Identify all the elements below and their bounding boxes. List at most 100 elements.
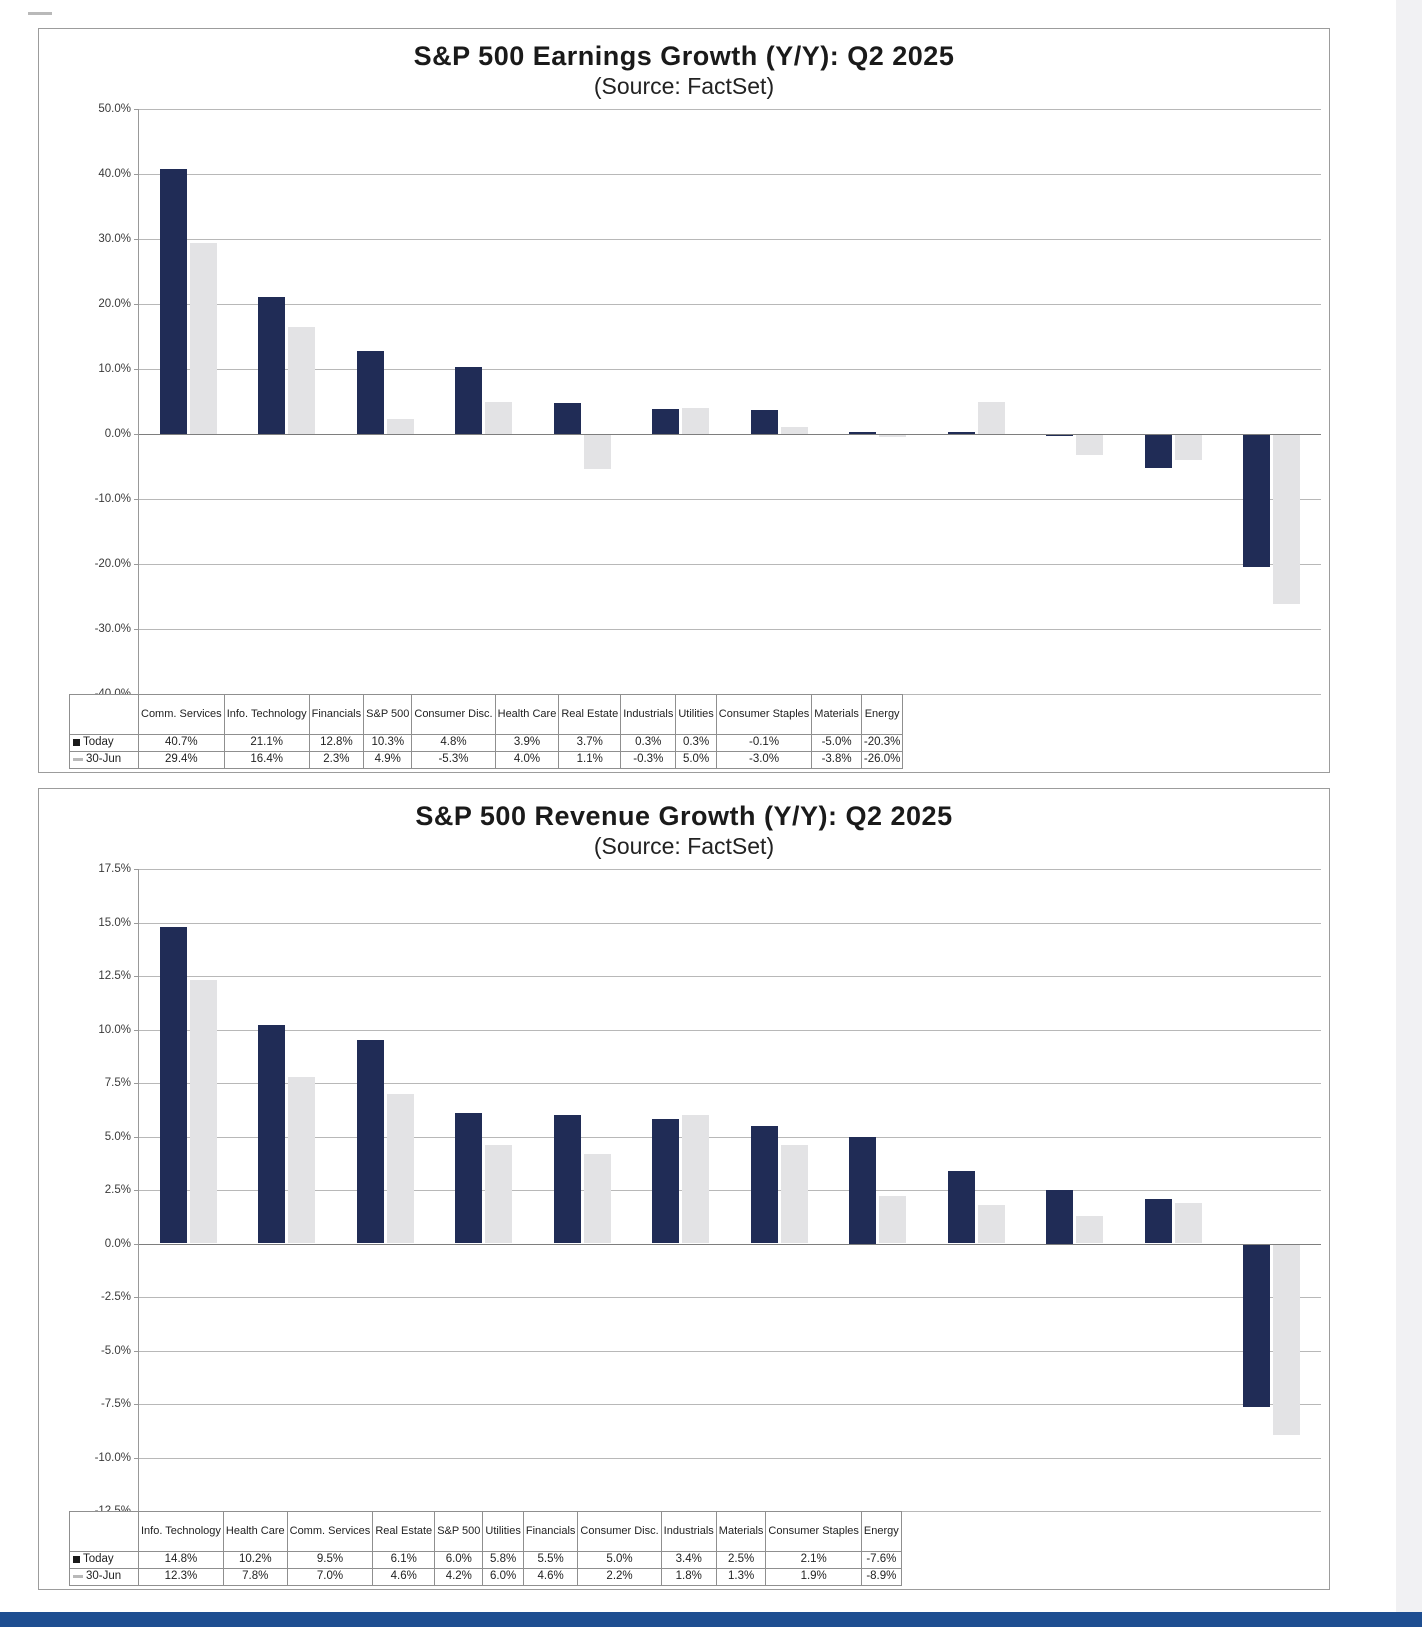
y-axis-tick-label: 17.5%	[98, 863, 131, 875]
y-axis-tick-label: 10.0%	[98, 363, 131, 375]
bar-30-jun-health-care	[682, 408, 710, 434]
gridline	[139, 109, 1321, 110]
bar-today-utilities	[652, 1119, 680, 1244]
zero-gridline	[139, 434, 1321, 435]
bar-today-health-care	[258, 1025, 286, 1244]
value-cell-30-jun-materials: -3.8%	[811, 751, 862, 769]
y-axis-tick-label: -7.5%	[100, 1398, 131, 1410]
value-cell-30-jun-real-estate: 4.6%	[372, 1568, 436, 1586]
value-cell-30-jun-utilities: 6.0%	[482, 1568, 524, 1586]
category-header-financials: Financials	[522, 1511, 579, 1552]
value-cell-30-jun-financials: 2.3%	[308, 751, 365, 769]
category-header-energy: Energy	[860, 694, 904, 735]
value-cell-today-materials: -5.0%	[811, 734, 862, 752]
gridline	[139, 629, 1321, 630]
earnings-data-table: Comm. Services Info. Technology Financials…	[69, 694, 904, 769]
bar-today-comm-services	[159, 169, 187, 434]
value-cell-today-info-technology: 21.1%	[223, 734, 310, 752]
category-header-energy: Energy	[860, 1511, 902, 1552]
category-header-info-technology: Info. Technology	[138, 1511, 224, 1552]
value-cell-30-jun-real-estate: 1.1%	[558, 751, 622, 769]
gridline	[139, 174, 1321, 175]
value-cell-today-financials: 12.8%	[308, 734, 365, 752]
value-cell-30-jun-s-p-500: 4.9%	[363, 751, 413, 769]
series-label-30-jun: 30-Jun	[86, 1570, 122, 1583]
category-header-consumer-disc: Consumer Disc.	[577, 1511, 662, 1552]
value-cell-today-consumer-disc: 5.0%	[577, 1551, 662, 1569]
bar-today-financials	[356, 350, 384, 434]
y-axis-tick-label: 7.5%	[104, 1077, 131, 1089]
y-axis-tick-label: 40.0%	[98, 168, 131, 180]
y-axis-tick-mark	[134, 239, 139, 240]
bar-today-consumer-disc	[553, 402, 581, 434]
y-axis-tick-mark	[134, 304, 139, 305]
y-axis-tick-label: 50.0%	[98, 103, 131, 115]
value-cell-today-consumer-staples: 2.1%	[765, 1551, 862, 1569]
y-axis-tick-label: -2.5%	[100, 1291, 131, 1303]
gridline	[139, 369, 1321, 370]
revenue-chart-subtitle: (Source: FactSet)	[593, 833, 775, 859]
bar-30-jun-real-estate	[485, 1145, 513, 1244]
gridline	[139, 922, 1321, 924]
y-axis-tick-label: 0.0%	[104, 1237, 131, 1250]
bar-today-energy	[1243, 1244, 1271, 1408]
bar-30-jun-consumer-staples	[1076, 435, 1104, 455]
y-axis-tick-label: 0.0%	[104, 428, 131, 440]
value-cell-today-comm-services: 40.7%	[138, 734, 225, 752]
y-axis-tick-label: 12.5%	[98, 970, 131, 982]
page-footer-accent-bar	[0, 1612, 1422, 1627]
table-row-30-jun: 30-Jun 12.3% 7.8% 7.0% 4.6% 4.2% 6.0% 4.6% 2.2% 1…	[69, 1568, 902, 1586]
value-cell-today-s-p-500: 6.0%	[434, 1551, 484, 1569]
y-axis-tick-label: 5.0%	[104, 1130, 131, 1143]
value-cell-today-utilities: 5.8%	[482, 1551, 524, 1569]
y-axis-tick-label: 2.5%	[104, 1184, 131, 1196]
value-cell-30-jun-s-p-500: 4.2%	[434, 1568, 484, 1586]
earnings-chart-title: S&P 500 Earnings Growth (Y/Y): Q2 2025	[413, 41, 955, 71]
gridline	[139, 1350, 1321, 1352]
bar-today-real-estate	[455, 1112, 483, 1244]
y-axis-tick-mark	[134, 434, 139, 435]
value-cell-30-jun-industrials: -0.3%	[620, 751, 677, 769]
y-axis-tick-label: -10.0%	[94, 493, 131, 505]
bar-30-jun-health-care	[288, 1076, 316, 1244]
value-cell-30-jun-comm-services: 7.0%	[286, 1568, 374, 1586]
y-axis-tick-mark	[134, 976, 139, 977]
legend-marker-today	[73, 1555, 80, 1563]
y-axis-tick-mark	[134, 1190, 139, 1191]
revenue-chart-title: S&P 500 Revenue Growth (Y/Y): Q2 2025	[415, 801, 953, 831]
y-axis-tick-label: 20.0%	[98, 298, 131, 310]
category-header-info-technology: Info. Technology	[223, 694, 310, 735]
value-cell-today-comm-services: 9.5%	[286, 1551, 374, 1569]
gridline	[139, 1083, 1321, 1084]
gridline	[139, 1457, 1321, 1459]
y-axis-tick-label: 30.0%	[98, 233, 131, 245]
y-axis-tick-mark	[134, 869, 139, 870]
table-corner-cell	[69, 1511, 139, 1552]
bar-30-jun-industrials	[879, 435, 907, 437]
value-cell-today-consumer-disc: 4.8%	[411, 734, 496, 752]
bar-30-jun-energy	[1273, 1244, 1301, 1435]
y-axis-tick-mark	[134, 1404, 139, 1405]
page-right-edge-strip	[1396, 0, 1422, 1612]
bar-30-jun-utilities	[682, 1115, 710, 1244]
y-axis-tick-label: -10.0%	[94, 1451, 131, 1464]
value-cell-30-jun-info-technology: 16.4%	[223, 751, 310, 769]
value-cell-30-jun-consumer-staples: 1.9%	[765, 1568, 862, 1586]
legend-cell-30-jun: 30-Jun	[69, 751, 139, 769]
y-axis-tick-label: -5.0%	[100, 1344, 131, 1357]
bar-30-jun-utilities	[977, 401, 1005, 434]
bar-30-jun-comm-services	[386, 1093, 414, 1244]
legend-cell-today: Today	[69, 734, 139, 752]
y-axis-tick-mark	[134, 1243, 139, 1245]
bar-30-jun-energy	[1273, 435, 1301, 604]
value-cell-today-consumer-staples: -0.1%	[715, 734, 813, 752]
category-header-utilities: Utilities	[482, 1511, 524, 1552]
gridline	[139, 1190, 1321, 1191]
value-cell-30-jun-utilities: 5.0%	[675, 751, 717, 769]
value-cell-today-info-technology: 14.8%	[138, 1551, 224, 1569]
value-cell-30-jun-comm-services: 29.4%	[138, 751, 225, 769]
category-header-consumer-staples: Consumer Staples	[715, 694, 813, 735]
bar-30-jun-consumer-disc	[583, 435, 611, 470]
earnings-chart-subtitle: (Source: FactSet)	[593, 73, 775, 99]
bar-30-jun-consumer-staples	[1174, 1202, 1202, 1244]
